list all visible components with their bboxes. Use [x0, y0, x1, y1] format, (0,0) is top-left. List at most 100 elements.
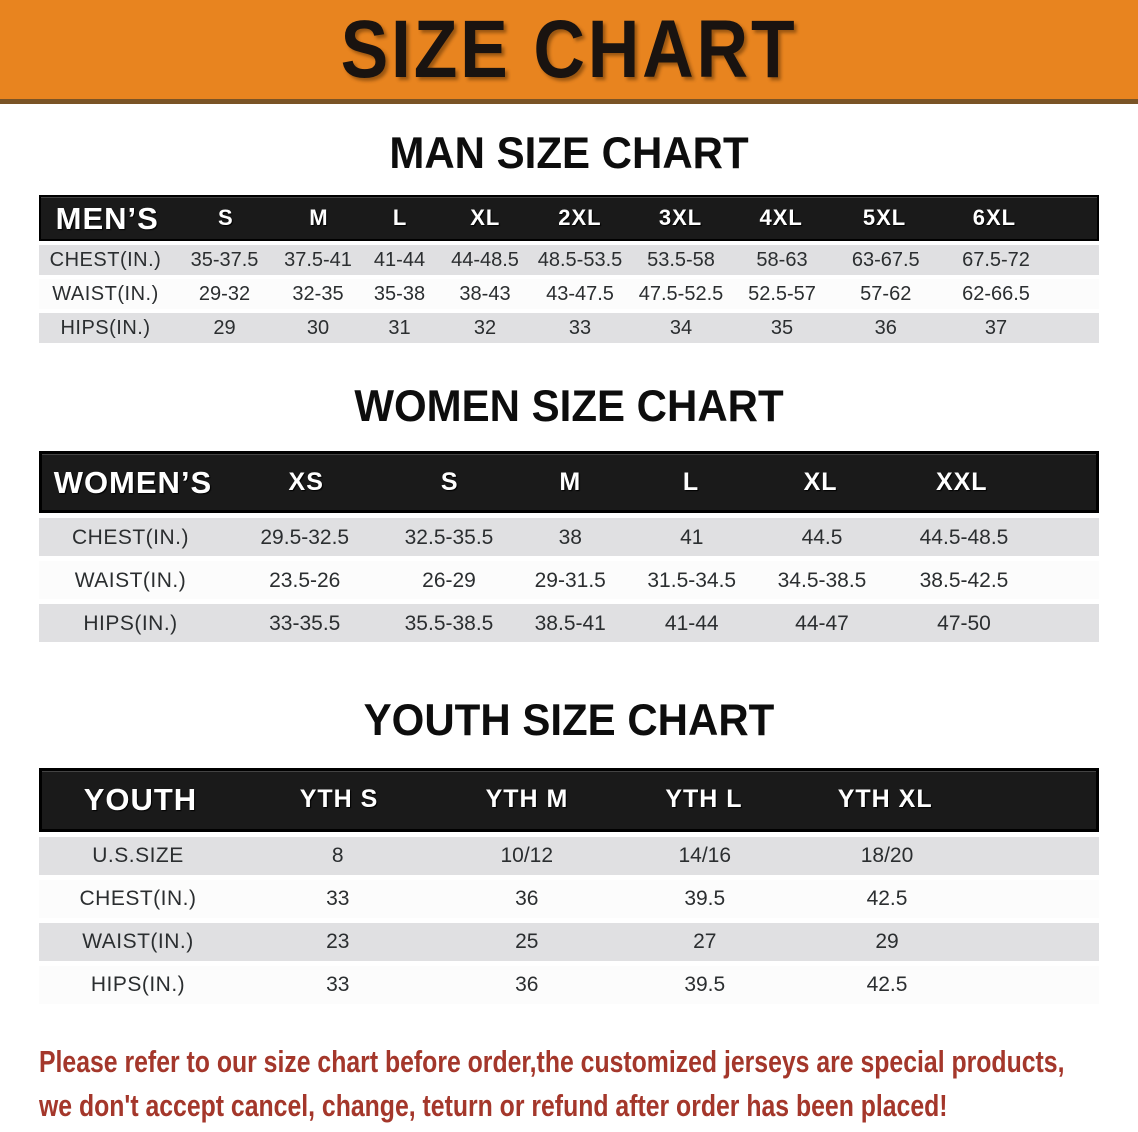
youth-size-chart-section: YOUTH SIZE CHART YOUTH YTH S YTH M YTH L YTH… — [0, 695, 1138, 1004]
value-cell: 48.5-53.5 — [537, 249, 623, 272]
value-cell: 10/12 — [500, 844, 554, 868]
value-cell: 62-66.5 — [962, 283, 1030, 306]
value-cell: 39.5 — [684, 973, 726, 997]
value-cell: 44-48.5 — [451, 249, 519, 272]
men-size-table: MEN’S S M L XL 2XL 3XL 4XL 5XL 6XL CHEST(IN.) 35-37… — [39, 195, 1099, 344]
women-size-chart-section: WOMEN SIZE CHART WOMEN’S XS S M L XL XXL CHEST(… — [0, 381, 1138, 643]
value-cell: 29 — [875, 930, 899, 954]
size-header-cell: XS — [288, 467, 324, 496]
table-header-row: YOUTH YTH S YTH M YTH L YTH XL — [39, 767, 1099, 832]
row-label: HIPS(IN.) — [90, 973, 186, 997]
women-size-table: WOMEN’S XS S M L XL XXL CHEST(IN.) 29.5-32.5 32.5… — [39, 451, 1099, 643]
table-title-cell: WOMEN’S — [53, 464, 213, 500]
value-cell: 67.5-72 — [962, 249, 1030, 272]
table-header-row: MEN’S S M L XL 2XL 3XL 4XL 5XL 6XL — [39, 195, 1099, 242]
size-header-cell: XL — [803, 467, 838, 496]
value-cell: 31 — [388, 317, 411, 340]
value-cell: 8 — [331, 844, 344, 868]
table-row: U.S.SIZE 8 10/12 14/16 18/20 — [39, 836, 1099, 875]
value-cell: 32-35 — [292, 283, 344, 306]
value-cell: 23 — [326, 930, 350, 954]
value-cell: 35 — [770, 317, 794, 340]
value-cell: 38 — [558, 525, 582, 549]
men-section-title: MAN SIZE CHART — [389, 127, 749, 178]
value-cell: 38-43 — [459, 283, 511, 306]
value-cell: 47-50 — [937, 611, 991, 635]
value-cell: 29.5-32.5 — [260, 525, 350, 549]
value-cell: 26-29 — [422, 568, 476, 592]
table-row: HIPS(IN.) 33-35.5 35.5-38.5 38.5-41 41-44 44-… — [39, 604, 1099, 643]
size-header-cell: M — [309, 205, 329, 231]
value-cell: 33 — [568, 317, 592, 340]
value-cell: 42.5 — [866, 887, 908, 911]
value-cell: 43-47.5 — [546, 283, 614, 306]
value-cell: 35-38 — [373, 283, 426, 306]
value-cell: 63-67.5 — [851, 249, 920, 272]
row-label: CHEST(IN.) — [49, 249, 162, 272]
size-header-cell: 4XL — [759, 205, 803, 231]
value-cell: 33 — [326, 973, 350, 997]
size-header-cell: YTH M — [485, 785, 569, 814]
row-label: U.S.SIZE — [92, 844, 184, 868]
size-header-cell: L — [682, 467, 700, 496]
value-cell: 25 — [515, 930, 539, 954]
size-header-cell: YTH S — [299, 785, 379, 814]
table-title-cell: MEN’S — [55, 200, 159, 236]
size-header-cell: 2XL — [558, 205, 602, 231]
youth-size-table: YOUTH YTH S YTH M YTH L YTH XL U.S.SIZE 8 10/12… — [39, 767, 1099, 1004]
table-row: CHEST(IN.) 35-37.5 37.5-41 41-44 44-48.5 48.5… — [39, 245, 1099, 276]
value-cell: 39.5 — [684, 887, 726, 911]
value-cell: 29-32 — [198, 283, 251, 306]
table-row: HIPS(IN.) 29 30 31 32 33 34 35 36 37 — [39, 313, 1099, 344]
size-header-cell: XL — [470, 205, 501, 231]
size-header-cell: YTH XL — [837, 785, 933, 814]
banner-title: SIZE CHART — [340, 3, 798, 95]
table-row: WAIST(IN.) 23 25 27 29 — [39, 922, 1099, 961]
value-cell: 32.5-35.5 — [404, 525, 494, 549]
value-cell: 29-31.5 — [534, 568, 606, 592]
row-label: CHEST(IN.) — [79, 887, 197, 911]
value-cell: 38.5-41 — [534, 611, 606, 635]
value-cell: 29 — [213, 317, 236, 340]
size-header-cell: S — [217, 205, 234, 231]
value-cell: 47.5-52.5 — [638, 283, 724, 306]
value-cell: 34 — [669, 317, 693, 340]
value-cell: 14/16 — [678, 844, 732, 868]
table-title-cell: YOUTH — [83, 782, 198, 818]
value-cell: 41-44 — [664, 611, 719, 635]
value-cell: 41-44 — [373, 249, 426, 272]
table-row: CHEST(IN.) 33 36 39.5 42.5 — [39, 879, 1099, 918]
value-cell: 44.5-48.5 — [919, 525, 1009, 549]
table-header-row: WOMEN’S XS S M L XL XXL — [39, 451, 1099, 514]
value-cell: 34.5-38.5 — [777, 568, 867, 592]
value-cell: 42.5 — [866, 973, 908, 997]
table-row: CHEST(IN.) 29.5-32.5 32.5-35.5 38 41 44.5 44.5… — [39, 518, 1099, 557]
value-cell: 52.5-57 — [748, 283, 816, 306]
value-cell: 35.5-38.5 — [404, 611, 494, 635]
value-cell: 36 — [515, 973, 539, 997]
size-header-cell: S — [440, 467, 459, 496]
banner: SIZE CHART — [0, 0, 1138, 104]
value-cell: 31.5-34.5 — [647, 568, 737, 592]
value-cell: 44-47 — [795, 611, 849, 635]
size-header-cell: YTH L — [665, 785, 743, 814]
value-cell: 27 — [693, 930, 717, 954]
value-cell: 58-63 — [756, 249, 808, 272]
row-label: WAIST(IN.) — [74, 568, 187, 592]
size-header-cell: XXL — [935, 467, 988, 496]
table-row: WAIST(IN.) 23.5-26 26-29 29-31.5 31.5-34.5 34… — [39, 561, 1099, 600]
value-cell: 36 — [515, 887, 539, 911]
table-row: WAIST(IN.) 29-32 32-35 35-38 38-43 43-47.5 47.… — [39, 279, 1099, 310]
value-cell: 30 — [306, 317, 330, 340]
disclaimer-line-1: Please refer to our size chart before or… — [39, 1043, 1065, 1079]
value-cell: 35-37.5 — [190, 249, 259, 272]
value-cell: 33 — [326, 887, 350, 911]
table-row: HIPS(IN.) 33 36 39.5 42.5 — [39, 965, 1099, 1004]
size-header-cell: 3XL — [658, 205, 703, 231]
row-label: CHEST(IN.) — [72, 525, 189, 549]
row-label: HIPS(IN.) — [83, 611, 178, 635]
row-label: HIPS(IN.) — [60, 317, 151, 340]
size-header-cell: L — [392, 205, 408, 231]
value-cell: 32 — [473, 317, 497, 340]
value-cell: 44.5 — [801, 525, 843, 549]
